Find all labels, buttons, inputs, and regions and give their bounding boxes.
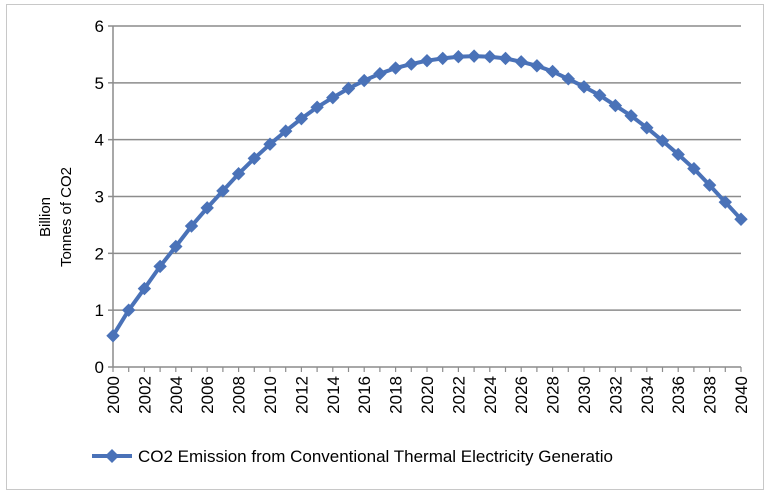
data-point	[655, 134, 670, 148]
data-point	[121, 303, 136, 317]
y-tick-label: 5	[95, 74, 104, 93]
data-point	[718, 195, 733, 209]
data-point	[608, 98, 623, 113]
x-tick-label: 2006	[198, 376, 217, 414]
data-point	[498, 51, 513, 66]
data-point	[263, 137, 277, 151]
data-point	[310, 100, 324, 114]
data-point	[216, 184, 230, 198]
data-point	[106, 329, 120, 343]
x-tick-label: 2008	[230, 376, 249, 414]
x-tick-label: 2024	[481, 376, 500, 414]
y-tick-label: 2	[95, 244, 104, 263]
data-point	[624, 109, 638, 123]
data-point	[388, 61, 403, 75]
data-point	[451, 49, 466, 64]
y-tick-label: 6	[95, 17, 104, 36]
y-axis-title-line1: Billion	[37, 197, 54, 237]
data-point	[483, 49, 497, 64]
x-tick-label: 2034	[638, 376, 657, 414]
data-point	[561, 72, 576, 86]
x-tick-label: 2000	[104, 376, 123, 414]
x-tick-label: 2040	[732, 376, 751, 414]
x-tick-label: 2010	[261, 376, 280, 414]
x-tick-label: 2002	[135, 376, 154, 414]
data-point	[294, 111, 309, 126]
data-point	[592, 88, 607, 103]
data-point	[577, 80, 591, 94]
data-point	[671, 147, 685, 162]
y-axis-title-line2: Tonnes of CO2	[58, 167, 75, 267]
y-tick-label: 0	[95, 358, 104, 377]
gridlines	[113, 25, 741, 311]
x-tick-label: 2032	[606, 376, 625, 414]
chart-frame	[6, 4, 764, 490]
data-point	[184, 219, 199, 233]
x-tick-label: 2038	[701, 376, 720, 414]
data-point	[467, 49, 481, 63]
x-tick-label: 2004	[167, 376, 186, 414]
legend-marker	[105, 449, 119, 463]
data-point	[734, 212, 748, 226]
data-point	[231, 167, 246, 181]
data-point	[545, 64, 560, 79]
x-tick-label: 2030	[575, 376, 594, 414]
x-tick-labels: 2000 2002 2004 2006 2008 2010 2012 2014 2016 2018…	[104, 376, 751, 414]
y-tick-labels: 0 1 2 3 4 5 6	[95, 17, 104, 377]
x-tick-label: 2018	[387, 376, 406, 414]
axes	[108, 25, 742, 372]
data-point	[200, 201, 214, 215]
data-point	[341, 81, 356, 96]
x-tick-label: 2026	[512, 376, 531, 414]
data-point	[435, 51, 450, 66]
x-tick-label: 2012	[292, 376, 311, 414]
data-point	[530, 59, 544, 73]
x-tick-label: 2036	[669, 376, 688, 414]
legend: CO2 Emission from Conventional Thermal E…	[92, 447, 613, 466]
data-point	[404, 57, 419, 71]
x-tick-label: 2014	[324, 376, 343, 414]
data-point	[420, 53, 434, 68]
data-point	[702, 178, 717, 192]
legend-label: CO2 Emission from Conventional Thermal E…	[138, 447, 613, 466]
data-point	[137, 281, 152, 296]
data-point	[326, 90, 340, 105]
data-point	[169, 239, 183, 254]
data-point	[687, 161, 701, 176]
x-tick-label: 2028	[544, 376, 563, 414]
data-point	[373, 67, 387, 81]
data-point	[514, 55, 528, 69]
data-point	[278, 124, 293, 138]
x-tick-label: 2022	[449, 376, 468, 414]
x-tick-label: 2020	[418, 376, 437, 414]
x-tick-label: 2016	[355, 376, 374, 414]
data-point	[357, 73, 371, 88]
series-group	[106, 49, 748, 343]
data-point	[247, 151, 262, 166]
y-tick-label: 3	[95, 188, 104, 207]
data-point	[640, 121, 654, 135]
y-axis-title: Billion Tonnes of CO2	[37, 167, 75, 267]
data-point	[153, 259, 167, 274]
y-tick-label: 4	[95, 131, 104, 150]
y-tick-label: 1	[95, 301, 104, 320]
